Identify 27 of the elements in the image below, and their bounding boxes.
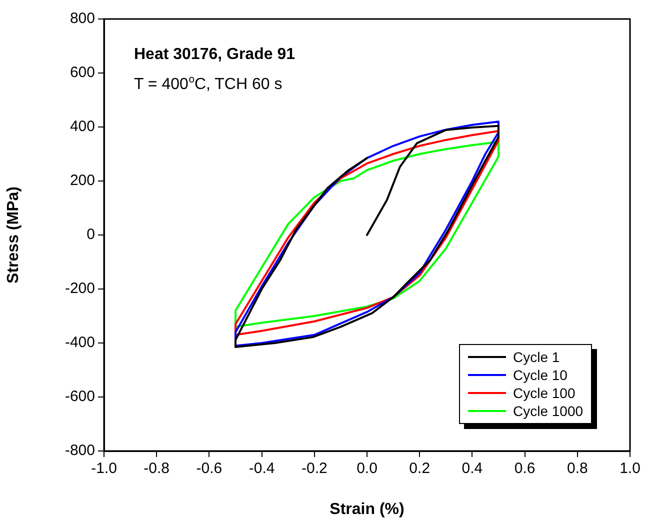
x-tick-label: -0.8 xyxy=(144,460,170,478)
x-tick-label: 0.4 xyxy=(462,460,483,478)
y-tick-label: 400 xyxy=(70,118,95,136)
x-tick-label: -0.2 xyxy=(301,460,328,478)
y-tick-label: -800 xyxy=(64,442,95,460)
y-tick-label: -200 xyxy=(64,280,95,298)
x-tick-label: -0.6 xyxy=(196,460,222,478)
y-tick-label: 600 xyxy=(70,64,95,82)
legend-label: Cycle 1000 xyxy=(513,402,584,420)
y-tick-label: -600 xyxy=(64,388,95,406)
y-tick-label: 800 xyxy=(70,10,95,28)
y-axis-title: Stress (MPa) xyxy=(5,186,22,284)
x-tick-label: 0.6 xyxy=(514,460,536,478)
x-axis-title: Strain (%) xyxy=(330,500,404,518)
x-tick-label: -0.4 xyxy=(248,460,275,478)
x-tick-label: 1.0 xyxy=(620,460,640,478)
text: Heat 30176, Grade 91 xyxy=(134,46,296,63)
y-tick-label: 200 xyxy=(70,172,95,190)
y-tick-label: 0 xyxy=(86,226,95,244)
x-tick-label: -1.0 xyxy=(91,460,117,478)
legend-label: Cycle 1 xyxy=(513,348,560,366)
x-tick-label: 0.0 xyxy=(356,460,378,478)
legend-label: Cycle 10 xyxy=(513,366,568,384)
legend-label: Cycle 100 xyxy=(513,384,576,402)
x-tick-label: 0.8 xyxy=(566,460,588,478)
x-tick-label: 0.2 xyxy=(409,460,430,478)
y-tick-label: -400 xyxy=(64,334,95,352)
